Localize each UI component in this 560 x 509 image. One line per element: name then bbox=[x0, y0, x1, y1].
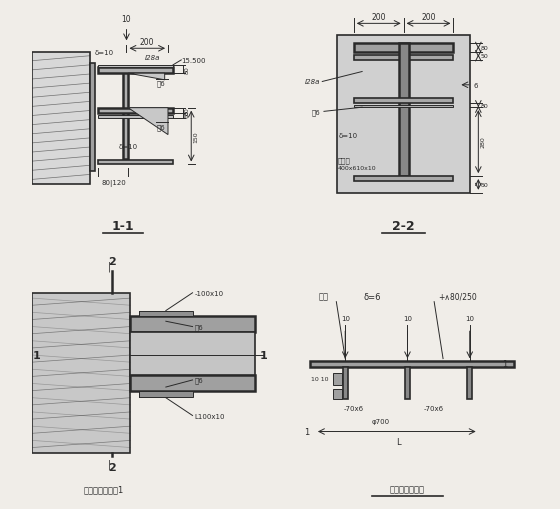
Bar bbox=[90, 64, 95, 172]
Text: 60: 60 bbox=[185, 110, 190, 118]
Text: -70x6: -70x6 bbox=[424, 406, 444, 412]
Text: 2: 2 bbox=[109, 462, 116, 472]
Bar bbox=[32, 52, 90, 185]
Text: 200: 200 bbox=[421, 13, 436, 22]
Text: 1-1: 1-1 bbox=[112, 220, 134, 233]
Text: 10: 10 bbox=[340, 316, 350, 322]
Bar bbox=[98, 160, 173, 165]
Bar bbox=[333, 389, 342, 400]
Bar bbox=[354, 177, 454, 182]
Bar bbox=[333, 373, 342, 385]
Bar bbox=[337, 36, 470, 193]
Text: 钢梁合节点详图1: 钢梁合节点详图1 bbox=[83, 484, 124, 493]
Bar bbox=[139, 311, 193, 316]
Text: 50: 50 bbox=[481, 54, 488, 59]
Text: 板梁间连接节点: 板梁间连接节点 bbox=[390, 484, 425, 493]
Bar bbox=[405, 368, 410, 400]
Bar bbox=[354, 56, 454, 61]
Text: 80: 80 bbox=[481, 103, 488, 108]
Text: 80: 80 bbox=[185, 107, 190, 115]
Text: 2-2: 2-2 bbox=[393, 220, 415, 233]
Bar bbox=[354, 105, 454, 108]
Bar bbox=[123, 69, 128, 160]
Bar bbox=[130, 316, 255, 332]
Text: 6: 6 bbox=[473, 82, 478, 89]
Text: 1: 1 bbox=[32, 350, 40, 360]
Text: 200: 200 bbox=[140, 38, 155, 47]
Text: 400x610x10: 400x610x10 bbox=[337, 166, 376, 171]
Text: 150: 150 bbox=[193, 131, 198, 143]
Text: 10: 10 bbox=[403, 316, 412, 322]
Text: φ700: φ700 bbox=[372, 418, 390, 424]
Text: 10: 10 bbox=[122, 15, 131, 24]
Text: ユ6: ユ6 bbox=[156, 80, 165, 87]
Bar bbox=[98, 116, 173, 119]
Text: δ=10: δ=10 bbox=[339, 132, 358, 138]
Bar bbox=[98, 68, 173, 74]
Text: |: | bbox=[108, 458, 110, 469]
Text: 280: 280 bbox=[481, 136, 486, 148]
Text: ユ6: ユ6 bbox=[194, 324, 203, 330]
Text: 15.500: 15.500 bbox=[181, 58, 206, 64]
Text: 80: 80 bbox=[185, 66, 190, 74]
Bar bbox=[32, 293, 130, 453]
Text: I28a: I28a bbox=[144, 54, 160, 61]
Bar bbox=[98, 108, 173, 114]
Text: 预制板: 预制板 bbox=[337, 157, 350, 163]
Bar bbox=[467, 368, 473, 400]
Text: 10: 10 bbox=[465, 316, 474, 322]
Bar bbox=[130, 332, 255, 375]
Text: 80|120: 80|120 bbox=[101, 180, 127, 187]
Text: -70x6: -70x6 bbox=[344, 406, 364, 412]
Text: δ=10: δ=10 bbox=[118, 144, 137, 150]
Bar bbox=[343, 368, 348, 400]
Text: ユ6: ユ6 bbox=[312, 109, 321, 116]
Text: ユ6: ユ6 bbox=[156, 124, 165, 130]
Text: ユ6: ユ6 bbox=[194, 377, 203, 383]
Text: +∧80/250: +∧80/250 bbox=[438, 292, 477, 301]
Bar bbox=[354, 99, 454, 104]
Polygon shape bbox=[128, 108, 168, 135]
Text: |: | bbox=[108, 262, 110, 272]
Bar bbox=[139, 392, 193, 397]
Text: L100x10: L100x10 bbox=[194, 413, 225, 419]
Bar bbox=[354, 44, 454, 52]
Text: 板梁: 板梁 bbox=[319, 292, 329, 301]
Text: 80: 80 bbox=[481, 46, 488, 51]
Text: L: L bbox=[396, 437, 401, 446]
Text: 50: 50 bbox=[481, 183, 488, 187]
Text: 10 10: 10 10 bbox=[311, 376, 329, 381]
Text: -100x10: -100x10 bbox=[194, 290, 223, 296]
Bar bbox=[310, 361, 514, 368]
Bar bbox=[130, 375, 255, 391]
Text: 1: 1 bbox=[260, 350, 268, 360]
Text: I28a: I28a bbox=[305, 79, 321, 86]
Text: 1: 1 bbox=[305, 427, 310, 436]
Text: δ=10: δ=10 bbox=[95, 49, 114, 55]
Text: 1: 1 bbox=[502, 360, 507, 369]
Text: 200: 200 bbox=[371, 13, 386, 22]
Bar bbox=[98, 66, 173, 68]
Text: 2: 2 bbox=[109, 257, 116, 267]
Polygon shape bbox=[128, 74, 165, 80]
Text: δ=6: δ=6 bbox=[363, 292, 380, 301]
Bar bbox=[399, 44, 409, 177]
